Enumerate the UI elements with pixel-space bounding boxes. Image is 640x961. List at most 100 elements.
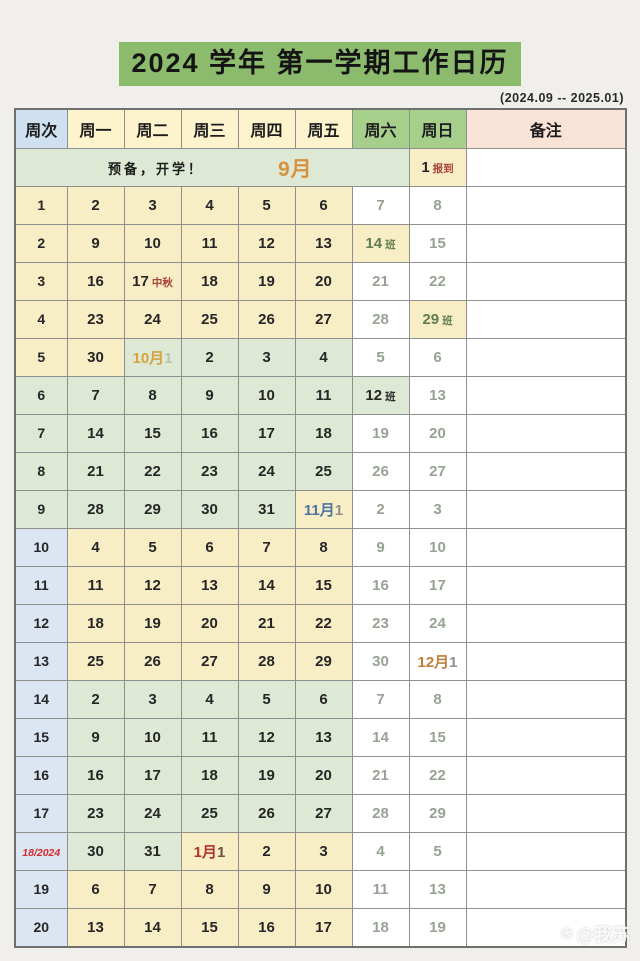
day-cell: 4 — [180, 186, 239, 226]
day-cell: 17 — [123, 756, 182, 796]
day-number: 27 — [429, 462, 446, 480]
day-cell: 20 — [294, 756, 353, 796]
day-cell-registration: 1 报到 — [408, 148, 467, 188]
week-row: 14 2 3 4 5 6 7 8 — [14, 680, 627, 720]
day-number: 25 — [87, 652, 104, 670]
day-cell: 6 — [408, 338, 467, 378]
day-cell: 23 — [180, 452, 239, 492]
day-number: 14 — [365, 234, 383, 252]
week-number-cell: 17 — [14, 794, 68, 834]
day-number: 30 — [372, 652, 389, 670]
remark-cell — [465, 262, 627, 302]
day-number: 10 — [429, 538, 446, 556]
day-number: 3 — [148, 690, 157, 708]
day-cell: 20 — [180, 604, 239, 644]
day-number: 21 — [87, 462, 104, 480]
day-cell: 7 — [237, 528, 296, 568]
day-cell: 30 — [180, 490, 239, 530]
day-number: 31 — [258, 500, 275, 518]
day-cell: 13 — [294, 718, 353, 758]
day-number: 5 — [433, 842, 442, 860]
remark-cell — [465, 528, 627, 568]
week-number: 19 — [33, 880, 50, 897]
day-number: 2 — [91, 690, 100, 708]
col-header-wed: 周三 — [180, 108, 239, 150]
day-cell: 15 — [180, 908, 239, 948]
day-cell: 22 — [294, 604, 353, 644]
day-number: 20 — [315, 766, 332, 784]
day-number: 25 — [201, 804, 218, 822]
day-number: 2 — [205, 348, 214, 366]
day-number: 13 — [315, 234, 332, 252]
day-cell: 6 — [294, 680, 353, 720]
day-cell: 20 — [294, 262, 353, 302]
day-number: 24 — [144, 310, 161, 328]
day-cell: 19 — [408, 908, 467, 948]
day-cell: 29 — [123, 490, 182, 530]
day-cell: 7 — [123, 870, 182, 910]
day-cell: 26 — [237, 794, 296, 834]
week-number: 9 — [37, 500, 46, 517]
day-number: 17 — [258, 424, 275, 442]
day-number: 13 — [429, 386, 446, 404]
week-number-cell: 2 — [14, 224, 68, 264]
day-number: 5 — [376, 348, 385, 366]
day-number: 23 — [87, 310, 104, 328]
day-number: 1 — [421, 158, 430, 176]
day-number: 11月 — [303, 502, 335, 520]
week-number-cell: 6 — [14, 376, 68, 416]
day-number: 19 — [258, 272, 275, 290]
col-header-sat: 周六 — [351, 108, 410, 150]
day-number: 10月 — [132, 350, 165, 368]
week-number: 1 — [37, 196, 46, 213]
day-number: 31 — [144, 842, 161, 860]
day-number: 17 — [132, 272, 149, 290]
day-cell: 8 — [123, 376, 182, 416]
day-annotation: 班 — [385, 238, 396, 251]
day-number: 28 — [87, 500, 104, 518]
day-cell: 11 — [180, 718, 239, 758]
day-cell: 13 — [180, 566, 239, 606]
september-banner-cell: 预备，开学！ 9月 — [14, 148, 410, 188]
week-number-cell: 16 — [14, 756, 68, 796]
day-number: 8 — [433, 196, 442, 214]
day-number: 3 — [262, 348, 271, 366]
day-number: 1 — [217, 844, 226, 862]
week-number: 12 — [33, 614, 50, 631]
day-number: 20 — [429, 424, 446, 442]
day-number: 17 — [144, 766, 161, 784]
day-cell: 2 — [237, 832, 296, 872]
day-number: 4 — [319, 348, 328, 366]
day-number: 5 — [262, 690, 271, 708]
day-cell: 4 — [180, 680, 239, 720]
day-number: 17 — [315, 918, 332, 936]
day-cell: 10 — [294, 870, 353, 910]
col-header-week: 周次 — [14, 108, 68, 150]
semester-start-note: 预备，开学！ — [108, 160, 205, 177]
week-number-cell: 7 — [14, 414, 68, 454]
day-number: 16 — [87, 272, 104, 290]
day-cell: 25 — [294, 452, 353, 492]
day-number: 7 — [91, 386, 100, 404]
day-number: 30 — [87, 842, 104, 860]
day-cell: 18 — [66, 604, 125, 644]
day-number: 1 — [164, 350, 173, 368]
day-cell: 5 — [237, 186, 296, 226]
day-cell: 12 — [237, 224, 296, 264]
day-cell: 13 — [294, 224, 353, 264]
week-number-cell: 19 — [14, 870, 68, 910]
remark-cell — [465, 338, 627, 378]
day-number: 12月 — [417, 654, 450, 672]
day-cell: 17 — [294, 908, 353, 948]
day-number: 11 — [87, 576, 104, 594]
day-cell: 24 — [408, 604, 467, 644]
day-number: 28 — [372, 310, 389, 328]
remark-cell — [465, 490, 627, 530]
week-row: 2 9 10 11 12 13 14 班 15 — [14, 224, 627, 264]
week-row: 5 30 10月1 2 3 4 5 6 — [14, 338, 627, 378]
day-cell: 25 — [66, 642, 125, 682]
remark-cell — [465, 566, 627, 606]
day-number: 9 — [262, 880, 271, 898]
day-cell: 11 — [294, 376, 353, 416]
day-number: 9 — [205, 386, 214, 404]
